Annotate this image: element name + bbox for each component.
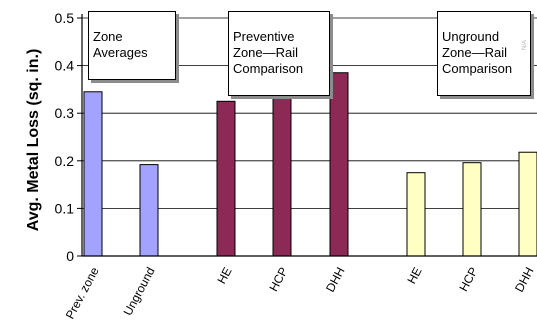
annotation-text: Zone Averages [93,29,148,60]
x-tick-label: HCP [266,265,290,294]
y-tick-label: 0.1 [55,200,75,216]
annotation-zone-averages: Zone Averages [88,11,176,80]
watermark: N/A [522,39,528,50]
annotation-preventive-zone: Preventive Zone—Rail Comparison [228,11,330,96]
bar-he [216,100,236,257]
x-tick-label: Prev. zone [63,265,102,322]
bar-dhh [329,72,349,257]
x-tick-label: DHH [323,265,348,295]
bar-he [406,172,426,257]
annotation-unground-zone: Unground Zone—Rail Comparison [437,11,531,96]
x-tick-label: HE [214,265,234,286]
y-tick-label: 0.3 [55,105,75,121]
y-tick-label: 0.2 [55,153,75,169]
y-tick-label: 0.5 [55,10,75,26]
x-tick-label: DHH [512,265,537,295]
bar-prev-zone [83,91,103,257]
bar-unground [139,164,159,257]
bar-hcp [272,94,292,257]
y-axis-label: Avg. Metal Loss (sq. in.) [25,49,42,232]
x-tick-label: HCP [456,265,480,294]
bar-dhh [518,151,537,257]
y-tick-label: 0 [66,248,74,264]
y-tick-label: 0.4 [55,58,75,74]
axes [81,14,537,257]
annotation-text: Preventive Zone—Rail Comparison [233,29,304,76]
x-tick-label: HE [404,265,424,286]
annotation-text: Unground Zone—Rail Comparison [442,29,513,76]
bar-hcp [462,162,482,257]
y-tick-labels: 0 0.1 0.2 0.3 0.4 0.5 [55,10,82,264]
x-tick-labels: Prev. zone Unground HE HCP DHH HE HCP DHH [63,265,537,322]
bars [83,72,537,257]
x-tick-label: Unground [121,265,158,318]
